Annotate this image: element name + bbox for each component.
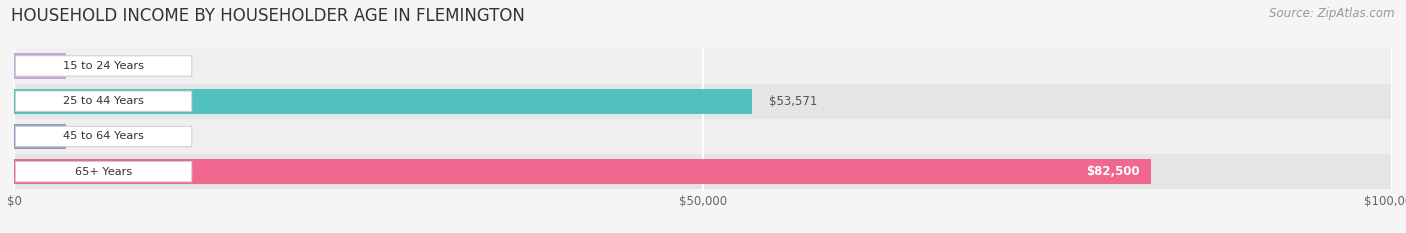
Bar xyxy=(14,48,1392,84)
Text: $0: $0 xyxy=(83,130,98,143)
Bar xyxy=(14,159,1152,184)
Bar xyxy=(14,53,66,79)
Text: $53,571: $53,571 xyxy=(769,95,817,108)
Text: HOUSEHOLD INCOME BY HOUSEHOLDER AGE IN FLEMINGTON: HOUSEHOLD INCOME BY HOUSEHOLDER AGE IN F… xyxy=(11,7,524,25)
FancyBboxPatch shape xyxy=(15,56,191,76)
FancyBboxPatch shape xyxy=(15,161,191,182)
Bar xyxy=(14,119,1392,154)
Text: Source: ZipAtlas.com: Source: ZipAtlas.com xyxy=(1270,7,1395,20)
Bar xyxy=(14,124,66,149)
Bar xyxy=(14,154,1392,189)
Bar xyxy=(14,84,1392,119)
Text: 25 to 44 Years: 25 to 44 Years xyxy=(63,96,143,106)
FancyBboxPatch shape xyxy=(15,91,191,111)
Text: 15 to 24 Years: 15 to 24 Years xyxy=(63,61,145,71)
Text: 65+ Years: 65+ Years xyxy=(75,167,132,177)
FancyBboxPatch shape xyxy=(15,126,191,147)
Bar xyxy=(14,89,752,114)
Text: $82,500: $82,500 xyxy=(1087,165,1140,178)
Text: $0: $0 xyxy=(83,59,98,72)
Text: 45 to 64 Years: 45 to 64 Years xyxy=(63,131,143,141)
